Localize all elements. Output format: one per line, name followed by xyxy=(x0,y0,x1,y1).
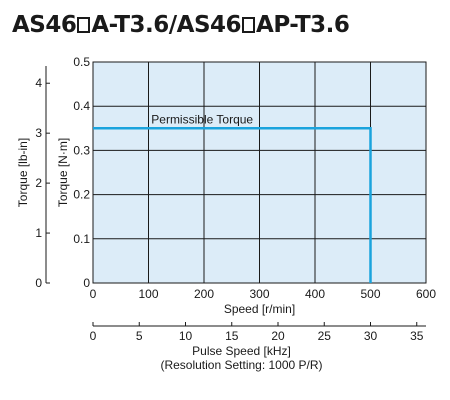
x2-axis-sublabel: (Resolution Setting: 1000 P/R) xyxy=(160,358,322,372)
x2-axis-label: Pulse Speed [kHz] xyxy=(192,344,291,358)
x-axis-label: Speed [r/min] xyxy=(224,302,295,316)
x2-tick-label: 20 xyxy=(271,329,285,343)
y-tick-label: 0 xyxy=(83,276,90,290)
x-tick-label: 200 xyxy=(194,287,214,301)
x-tick-label: 600 xyxy=(416,287,436,301)
x2-tick-label: 5 xyxy=(136,329,143,343)
y-tick-label: 0.3 xyxy=(73,143,90,157)
x-tick-label: 500 xyxy=(360,287,380,301)
chart-title: AS46 A-T3.6/AS46 AP-T3.6 xyxy=(12,12,350,38)
y-tick-label: 0.4 xyxy=(73,99,90,113)
x2-tick-label: 15 xyxy=(225,329,239,343)
x2-tick-label: 35 xyxy=(410,329,424,343)
x2-tick-label: 0 xyxy=(90,329,97,343)
placeholder-box-icon xyxy=(77,17,91,33)
x-tick-label: 400 xyxy=(305,287,325,301)
x2-tick-label: 25 xyxy=(318,329,332,343)
x-tick-label: 0 xyxy=(90,287,97,301)
y2-tick-label: 2 xyxy=(35,176,42,190)
y2-tick-label: 1 xyxy=(35,226,42,240)
x2-tick-label: 30 xyxy=(364,329,378,343)
x-tick-label: 300 xyxy=(249,287,269,301)
y-tick-label: 0.5 xyxy=(73,55,90,69)
series-line-permissible-torque xyxy=(93,127,372,283)
y2-axis-label: Torque [lb-in] xyxy=(16,138,30,207)
y2-tick-label: 4 xyxy=(35,76,42,90)
x2-tick-label: 10 xyxy=(179,329,193,343)
y-tick-label: 0.1 xyxy=(73,232,90,246)
annotation-permissible-torque: Permissible Torque xyxy=(151,112,253,126)
plot-frame xyxy=(92,61,427,284)
y2-tick-label: 0 xyxy=(35,276,42,290)
y-axis-label: Torque [N·m] xyxy=(56,138,70,207)
placeholder-box-icon xyxy=(242,17,256,33)
y2-tick-label: 3 xyxy=(35,126,42,140)
x-tick-label: 100 xyxy=(138,287,158,301)
y-tick-label: 0.2 xyxy=(73,188,90,202)
